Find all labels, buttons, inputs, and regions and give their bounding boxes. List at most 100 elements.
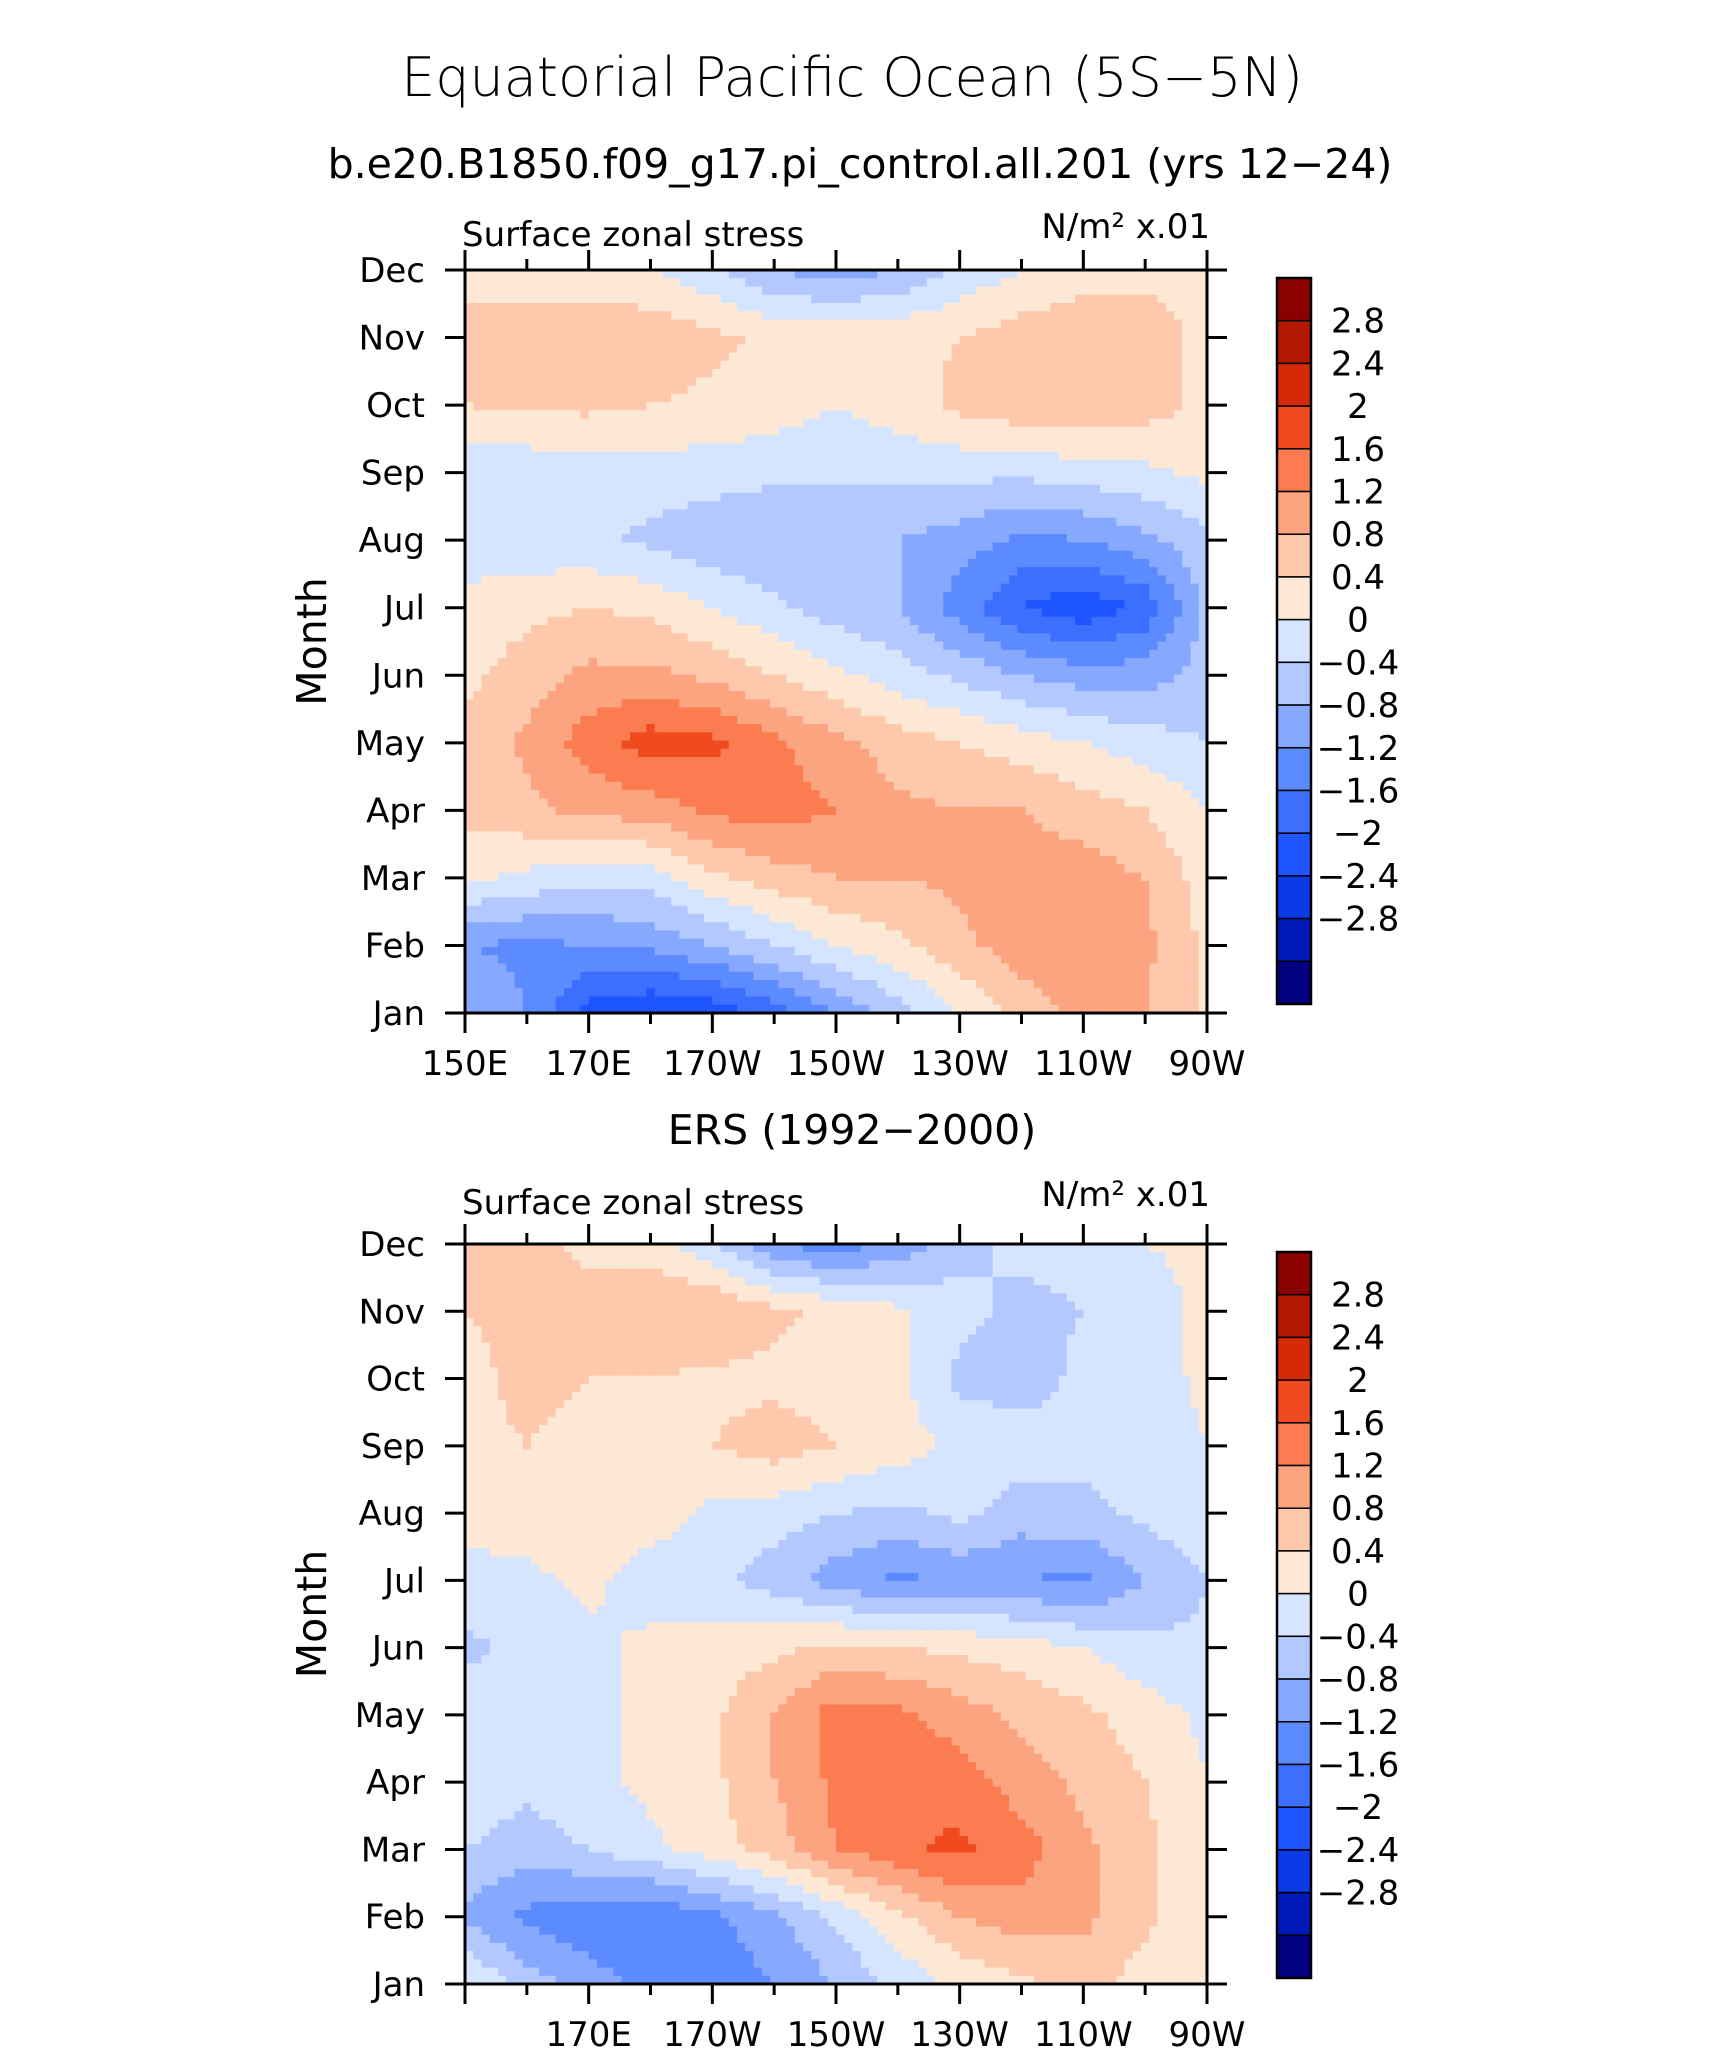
contour-cell	[1166, 633, 1175, 642]
contour-cell	[1166, 559, 1175, 568]
contour-cell	[968, 600, 977, 609]
contour-cell	[539, 377, 548, 386]
contour-cell	[1001, 377, 1010, 386]
contour-cell	[1141, 419, 1150, 428]
contour-cell	[1182, 320, 1191, 329]
contour-cell	[787, 716, 796, 725]
contour-cell	[836, 691, 845, 700]
contour-cell	[498, 369, 507, 378]
contour-cell	[663, 303, 672, 312]
contour-cell	[1174, 369, 1183, 378]
contour-cell	[943, 303, 952, 312]
contour-cell	[531, 518, 540, 527]
contour-cell	[943, 485, 952, 494]
contour-cell	[671, 675, 680, 684]
contour-cell	[745, 394, 754, 403]
contour-cell	[910, 419, 919, 428]
contour-cell	[1083, 526, 1092, 535]
contour-cell	[679, 353, 688, 362]
contour-cell	[1158, 708, 1167, 717]
contour-cell	[1059, 650, 1068, 659]
contour-cell	[514, 287, 523, 296]
contour-cell	[671, 460, 680, 469]
contour-cell	[679, 600, 688, 609]
contour-cell	[910, 460, 919, 469]
contour-cell	[737, 369, 746, 378]
contour-cell	[622, 575, 631, 584]
contour-cell	[630, 633, 639, 642]
contour-cell	[1149, 518, 1158, 527]
contour-cell	[778, 658, 787, 667]
contour-cell	[638, 410, 647, 419]
contour-cell	[704, 410, 713, 419]
contour-cell	[712, 683, 721, 692]
contour-cell	[836, 377, 845, 386]
contour-cell	[498, 402, 507, 411]
contour-cell	[820, 542, 829, 551]
contour-cell	[490, 625, 499, 634]
contour-cell	[844, 476, 853, 485]
contour-cell	[1133, 584, 1142, 593]
contour-cell	[473, 600, 482, 609]
contour-cell	[622, 493, 631, 502]
contour-cell	[869, 633, 878, 642]
contour-cell	[820, 526, 829, 535]
contour-cell	[877, 303, 886, 312]
contour-cell	[671, 468, 680, 477]
contour-cell	[523, 691, 532, 700]
contour-cell	[1182, 617, 1191, 626]
contour-cell	[762, 336, 771, 345]
contour-cell	[1092, 353, 1101, 362]
contour-cell	[630, 402, 639, 411]
contour-cell	[927, 328, 936, 337]
contour-cell	[564, 287, 573, 296]
contour-cell	[927, 608, 936, 617]
contour-cell	[918, 320, 927, 329]
contour-cell	[803, 295, 812, 304]
contour-cell	[778, 592, 787, 601]
contour-cell	[1042, 501, 1051, 510]
contour-cell	[688, 468, 697, 477]
contour-cell	[556, 584, 565, 593]
contour-cell	[960, 419, 969, 428]
contour-cell	[721, 287, 730, 296]
contour-cell	[622, 336, 631, 345]
contour-cell	[803, 575, 812, 584]
contour-cell	[531, 584, 540, 593]
contour-cell	[927, 526, 936, 535]
contour-cell	[704, 542, 713, 551]
contour-cell	[745, 633, 754, 642]
contour-cell	[531, 320, 540, 329]
contour-cell	[943, 542, 952, 551]
contour-cell	[671, 526, 680, 535]
contour-cell	[754, 435, 763, 444]
contour-cell	[514, 584, 523, 593]
contour-cell	[630, 320, 639, 329]
contour-cell	[473, 303, 482, 312]
contour-cell	[1174, 435, 1183, 444]
contour-cell	[523, 344, 532, 353]
contour-cell	[787, 567, 796, 576]
contour-cell	[729, 344, 738, 353]
contour-cell	[638, 584, 647, 593]
contour-cell	[506, 675, 515, 684]
contour-cell	[729, 642, 738, 651]
contour-cell	[1059, 278, 1068, 287]
contour-cell	[762, 526, 771, 535]
contour-cell	[679, 419, 688, 428]
contour-cell	[935, 592, 944, 601]
contour-cell	[523, 485, 532, 494]
contour-cell	[787, 369, 796, 378]
contour-cell	[1083, 361, 1092, 370]
contour-cell	[490, 452, 499, 461]
contour-cell	[894, 617, 903, 626]
contour-cell	[993, 344, 1002, 353]
contour-cell	[696, 584, 705, 593]
contour-cell	[935, 691, 944, 700]
contour-cell	[762, 509, 771, 518]
contour-cell	[778, 534, 787, 543]
contour-cell	[597, 708, 606, 717]
contour-cell	[828, 394, 837, 403]
contour-cell	[1092, 600, 1101, 609]
contour-cell	[910, 311, 919, 320]
